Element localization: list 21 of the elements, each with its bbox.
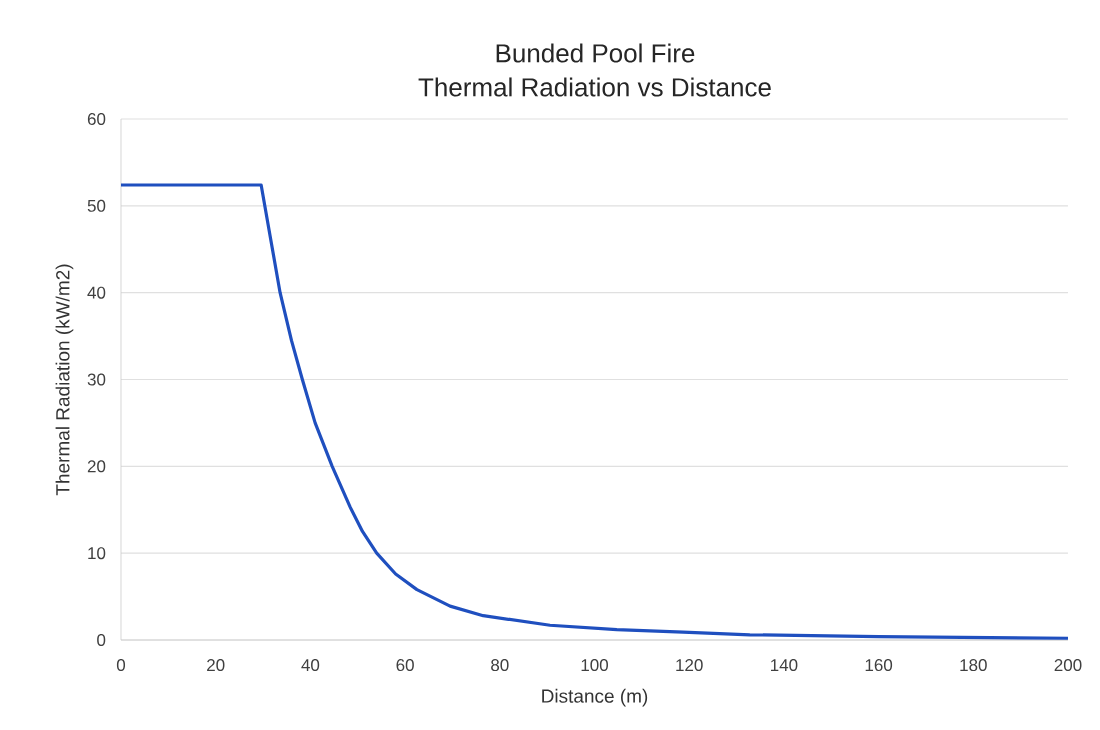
y-tick-label: 20 xyxy=(87,460,106,473)
x-tick-label: 160 xyxy=(865,659,893,672)
y-tick-label: 60 xyxy=(87,113,106,126)
y-axis-title: Thermal Radiation (kW/m2) xyxy=(55,264,74,496)
x-tick-label: 180 xyxy=(960,659,987,672)
y-tick-label: 40 xyxy=(87,286,106,299)
x-tick-label: 120 xyxy=(676,659,703,672)
x-tick-label: 140 xyxy=(771,659,798,672)
x-tick-label: 80 xyxy=(491,659,509,672)
y-tick-label: 30 xyxy=(87,373,106,386)
x-tick-label: 0 xyxy=(116,659,126,672)
y-tick-label: 50 xyxy=(87,199,106,212)
x-tick-label: 20 xyxy=(207,659,225,672)
x-axis-title: Distance (m) xyxy=(542,688,648,707)
x-tick-label: 100 xyxy=(581,659,608,672)
x-tick-label: 200 xyxy=(1054,659,1082,672)
y-tick-label: 0 xyxy=(97,634,106,647)
chart-title: Bunded Pool Fire Thermal Radiation vs Distance xyxy=(418,43,771,97)
y-tick-label: 10 xyxy=(88,547,106,560)
x-tick-label: 40 xyxy=(301,659,320,672)
x-tick-label: 60 xyxy=(396,659,414,672)
